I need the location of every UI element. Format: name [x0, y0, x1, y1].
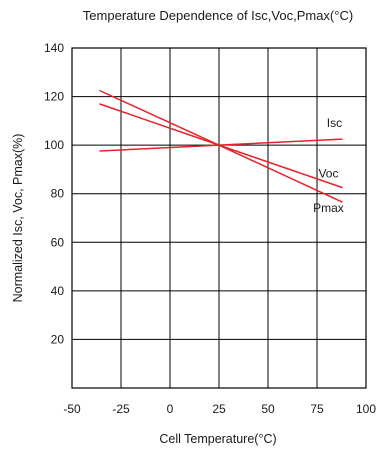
x-tick-label: 100 — [356, 402, 376, 416]
x-axis-label: Cell Temperature(°C) — [159, 432, 276, 446]
y-tick-label: 60 — [51, 235, 65, 249]
series-line-pmax — [99, 89, 343, 203]
y-tick-labels: 20 40 60 80 100 120 140 — [44, 41, 64, 346]
grid-lines — [72, 48, 366, 388]
y-tick-label: 80 — [51, 187, 65, 201]
series-lines — [99, 89, 343, 203]
y-tick-label: 40 — [51, 284, 65, 298]
series-label-voc: Voc — [318, 167, 338, 181]
x-tick-labels: -50 -25 0 25 50 75 100 — [63, 402, 376, 416]
x-tick-label: -50 — [63, 402, 81, 416]
series-label-isc: Isc — [327, 116, 342, 130]
y-tick-label: 140 — [44, 41, 64, 55]
y-axis-label: Normalized Isc, Voc, Pmax(%) — [11, 134, 25, 303]
x-tick-label: 50 — [261, 402, 275, 416]
y-tick-label: 120 — [44, 90, 64, 104]
y-tick-label: 100 — [44, 138, 64, 152]
series-labels: Isc Voc Pmax — [313, 116, 344, 215]
chart-title: Temperature Dependence of Isc,Voc,Pmax(°… — [83, 8, 353, 23]
x-tick-label: 25 — [212, 402, 226, 416]
y-tick-label: 20 — [51, 332, 65, 346]
x-tick-label: -25 — [112, 402, 130, 416]
x-tick-label: 75 — [310, 402, 324, 416]
series-label-pmax: Pmax — [313, 201, 344, 215]
x-tick-label: 0 — [167, 402, 174, 416]
plot-frame — [71, 47, 367, 389]
